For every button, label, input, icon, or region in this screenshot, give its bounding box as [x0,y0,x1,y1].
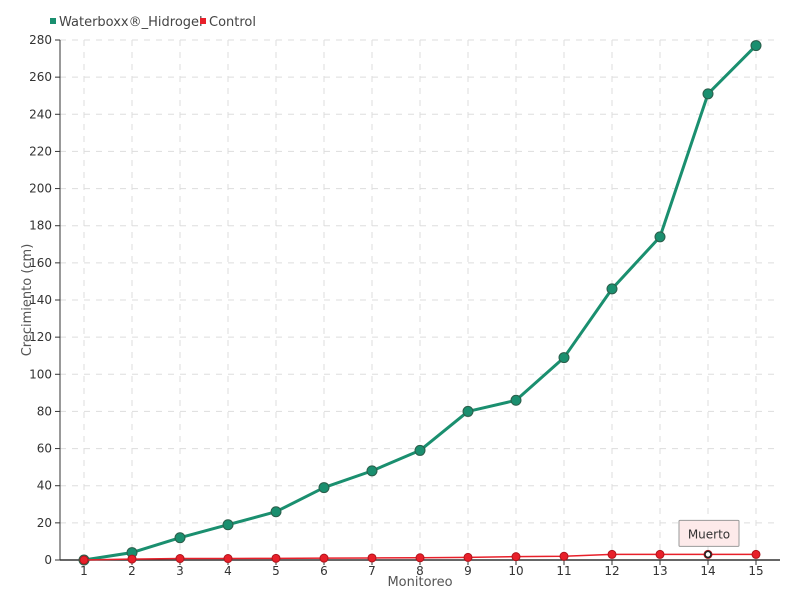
y-tick-label: 160 [29,256,52,270]
data-point-waterboxx[interactable] [270,506,282,518]
data-point-waterboxx[interactable] [702,88,714,100]
series-layer [78,40,762,566]
data-point-waterboxx[interactable] [606,283,618,295]
data-point-control[interactable] [559,551,569,561]
data-point-waterboxx[interactable] [654,231,666,243]
data-point-waterboxx[interactable] [510,394,522,406]
y-tick-label: 40 [37,479,52,493]
y-tick-label: 100 [29,367,52,381]
data-point-waterboxx[interactable] [366,465,378,477]
data-point-control[interactable] [655,549,665,559]
data-point-control[interactable] [223,554,233,564]
data-point-waterboxx[interactable] [558,352,570,364]
data-point-control[interactable] [175,554,185,564]
x-tick-label: 13 [652,564,667,578]
x-tick-label: 5 [272,564,280,578]
legend[interactable]: Waterboxx®_Hidrogel Control [50,15,256,30]
annotation-tooltip: Muerto [678,519,740,559]
data-point-waterboxx[interactable] [222,519,234,531]
y-tick-label: 180 [29,219,52,233]
x-tick-label: 7 [368,564,376,578]
legend-label-waterboxx[interactable]: Waterboxx®_Hidrogel [59,15,203,30]
legend-swatch-waterboxx [50,18,56,24]
data-point-control[interactable] [271,553,281,563]
y-tick-label: 120 [29,330,52,344]
y-tick-label: 220 [29,144,52,158]
annotation-text: Muerto [688,527,730,541]
series-line-waterboxx [83,44,758,562]
data-point-control[interactable] [319,553,329,563]
data-point-control[interactable] [127,554,137,564]
data-point-control[interactable] [751,549,761,559]
legend-label-control[interactable]: Control [209,15,256,30]
y-tick-label: 140 [29,293,52,307]
series-control [79,549,761,565]
grid-lines [60,39,780,560]
y-axis-title: Crecimiento (cm) [20,244,35,357]
y-tick-label: 0 [44,553,52,567]
y-tick-labels: 0 20 40 60 80 100 120 140 160 180 200 220 240 260 280 [29,33,52,567]
x-tick-label: 10 [508,564,523,578]
axes [55,39,780,565]
legend-swatch-control [200,18,206,24]
x-tick-label: 8 [416,564,424,578]
x-axis-title: Monitoreo [387,575,452,590]
data-point-control[interactable] [367,553,377,563]
y-tick-label: 240 [29,107,52,121]
y-tick-label: 20 [37,516,52,530]
x-tick-label: 15 [748,564,763,578]
data-point-control[interactable] [607,549,617,559]
x-tick-label: 11 [556,564,571,578]
data-point-waterboxx[interactable] [414,444,426,456]
x-tick-label: 14 [700,564,715,578]
y-tick-label: 280 [29,33,52,47]
x-tick-label: 4 [224,564,232,578]
data-point-waterboxx[interactable] [174,532,186,544]
y-tick-label: 200 [29,182,52,196]
x-tick-label: 2 [128,564,136,578]
annotation-marker [704,550,712,559]
y-tick-label: 260 [29,70,52,84]
annotation-box [678,519,740,547]
data-point-control[interactable] [511,552,521,562]
data-point-control[interactable] [415,553,425,563]
data-point-control[interactable] [463,552,473,562]
y-tick-label: 60 [37,442,52,456]
x-tick-label: 9 [464,564,472,578]
x-tick-label: 12 [604,564,619,578]
x-tick-labels: 1 2 3 4 5 6 7 8 9 10 11 12 13 14 15 [80,564,763,578]
y-tick-label: 80 [37,404,52,418]
x-tick-label: 3 [176,564,184,578]
data-point-waterboxx[interactable] [462,405,474,417]
data-point-control[interactable] [79,555,89,565]
x-tick-label: 1 [80,564,88,578]
x-tick-label: 6 [320,564,328,578]
data-point-waterboxx[interactable] [318,482,330,494]
data-point-waterboxx[interactable] [750,40,762,52]
